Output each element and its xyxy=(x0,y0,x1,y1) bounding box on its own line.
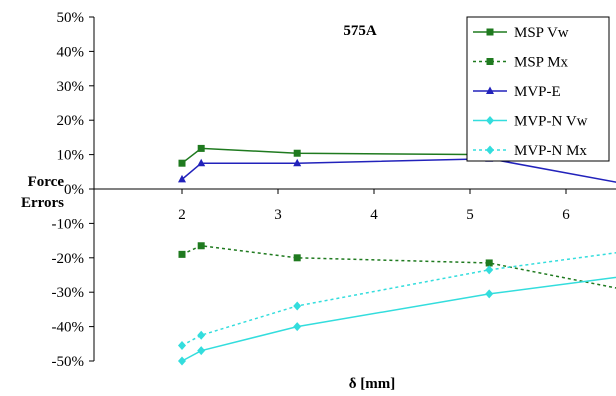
legend-marker-msp-vw xyxy=(486,28,494,36)
y-tick-label: 30% xyxy=(57,79,85,95)
y-tick-label: 50% xyxy=(57,10,85,26)
series-line-msp-mx xyxy=(181,244,616,289)
legend-label-mvp-n-mx: MVP-N Mx xyxy=(514,143,587,159)
y-tick-label: -30% xyxy=(52,285,85,301)
x-tick-label: 2 xyxy=(178,207,186,223)
data-point-msp-mx xyxy=(197,242,205,250)
data-point-mvp-n-mx xyxy=(197,330,206,340)
data-point-msp-mx xyxy=(293,254,301,262)
data-point-mvp-n-vw xyxy=(485,289,494,299)
data-point-mvp-n-mx xyxy=(485,265,494,275)
x-tick-label: 4 xyxy=(370,207,378,223)
x-tick-label: 6 xyxy=(562,207,570,223)
legend: MSP Vw MSP Mx MVP-E MVP-N Vw MVP-N Mx xyxy=(466,16,610,162)
data-point-msp-vw xyxy=(197,144,205,152)
data-point-mvp-n-mx xyxy=(293,301,302,311)
data-point-msp-vw xyxy=(178,159,186,167)
legend-label-mvp-e: MVP-E xyxy=(514,84,561,100)
legend-marker-mvp-e xyxy=(486,86,494,94)
legend-marker-mvp-n-vw xyxy=(486,116,494,125)
x-tick-label: 3 xyxy=(274,207,282,223)
y-tick-label: -10% xyxy=(52,216,85,232)
x-tick-label: 5 xyxy=(466,207,474,223)
y-tick-label: -40% xyxy=(52,320,85,336)
legend-label-msp-vw: MSP Vw xyxy=(514,25,569,41)
data-point-mvp-e xyxy=(178,174,186,183)
data-point-mvp-n-vw xyxy=(293,322,302,332)
y-tick-label: 20% xyxy=(57,113,85,129)
series-line-mvp-n-vw xyxy=(181,276,616,362)
data-point-msp-vw xyxy=(293,149,301,157)
data-point-msp-mx xyxy=(178,250,186,258)
data-point-mvp-e xyxy=(197,158,206,167)
plot-area: 50% 40% 30% 20% 10% 0% -10% -20% -30% -40% -50% 2 3 4… xyxy=(52,10,616,370)
y-tick-label: -50% xyxy=(52,354,85,370)
x-axis-label: δ [mm] xyxy=(349,376,396,392)
legend-marker-mvp-n-mx xyxy=(486,145,494,155)
legend-marker-msp-mx xyxy=(486,58,494,65)
y-tick-label: 40% xyxy=(57,44,85,60)
y-tick-label: -20% xyxy=(52,251,85,267)
data-point-mvp-n-vw xyxy=(197,346,206,356)
data-point-mvp-n-vw xyxy=(178,356,186,366)
y-tick-label: 10% xyxy=(57,148,85,164)
y-tick-label: 0% xyxy=(64,182,84,198)
chart-title: 575A xyxy=(343,23,377,39)
data-point-msp-mx xyxy=(485,259,493,267)
series-line-mvp-n-mx xyxy=(181,252,616,347)
data-point-mvp-n-mx xyxy=(178,341,186,351)
legend-label-msp-mx: MSP Mx xyxy=(514,55,569,71)
data-point-mvp-e xyxy=(293,158,302,167)
y-axis-label: Force Errors xyxy=(21,174,64,211)
series-line-msp-vw xyxy=(181,147,490,164)
legend-label-mvp-n-vw: MVP-N Vw xyxy=(514,114,588,130)
